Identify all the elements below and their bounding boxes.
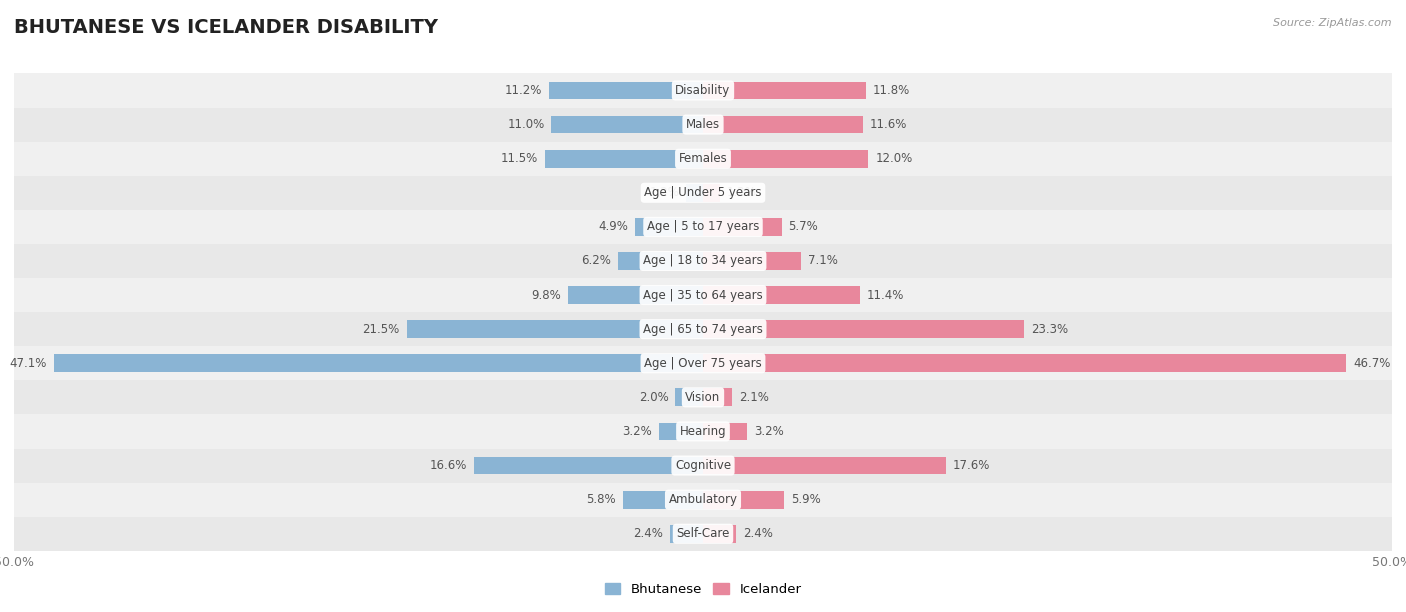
Bar <box>53 354 703 372</box>
Bar <box>703 150 869 168</box>
Text: 3.2%: 3.2% <box>754 425 783 438</box>
Bar <box>474 457 703 474</box>
Bar <box>14 176 1392 210</box>
Bar <box>703 525 737 543</box>
Text: 6.2%: 6.2% <box>581 255 610 267</box>
Bar <box>548 81 703 99</box>
Text: Disability: Disability <box>675 84 731 97</box>
Text: Age | 5 to 17 years: Age | 5 to 17 years <box>647 220 759 233</box>
Text: Age | Over 75 years: Age | Over 75 years <box>644 357 762 370</box>
Bar <box>14 449 1392 483</box>
Text: Age | 65 to 74 years: Age | 65 to 74 years <box>643 323 763 335</box>
Legend: Bhutanese, Icelander: Bhutanese, Icelander <box>599 578 807 602</box>
Text: 5.7%: 5.7% <box>789 220 818 233</box>
Text: 1.2%: 1.2% <box>650 186 679 200</box>
Bar <box>636 218 703 236</box>
Text: 17.6%: 17.6% <box>952 459 990 472</box>
Bar <box>14 346 1392 380</box>
Text: 21.5%: 21.5% <box>363 323 399 335</box>
Text: Age | 18 to 34 years: Age | 18 to 34 years <box>643 255 763 267</box>
Bar <box>14 517 1392 551</box>
Bar <box>544 150 703 168</box>
Bar <box>551 116 703 133</box>
Bar <box>14 73 1392 108</box>
Bar <box>14 483 1392 517</box>
Bar <box>703 457 945 474</box>
Text: 3.2%: 3.2% <box>623 425 652 438</box>
Bar <box>703 491 785 509</box>
Text: Females: Females <box>679 152 727 165</box>
Text: Self-Care: Self-Care <box>676 528 730 540</box>
Text: Ambulatory: Ambulatory <box>668 493 738 506</box>
Bar <box>568 286 703 304</box>
Bar <box>703 81 866 99</box>
Bar <box>703 184 720 201</box>
Text: 9.8%: 9.8% <box>531 289 561 302</box>
Bar <box>703 286 860 304</box>
Bar <box>14 278 1392 312</box>
Bar <box>14 210 1392 244</box>
Text: 16.6%: 16.6% <box>430 459 467 472</box>
Text: 12.0%: 12.0% <box>875 152 912 165</box>
Text: Age | Under 5 years: Age | Under 5 years <box>644 186 762 200</box>
Text: 5.9%: 5.9% <box>792 493 821 506</box>
Text: 4.9%: 4.9% <box>599 220 628 233</box>
Text: 11.5%: 11.5% <box>501 152 537 165</box>
Text: Hearing: Hearing <box>679 425 727 438</box>
Bar <box>623 491 703 509</box>
Bar <box>14 244 1392 278</box>
Bar <box>14 141 1392 176</box>
Text: 11.6%: 11.6% <box>870 118 907 131</box>
Text: 11.8%: 11.8% <box>873 84 910 97</box>
Text: Age | 35 to 64 years: Age | 35 to 64 years <box>643 289 763 302</box>
Text: 5.8%: 5.8% <box>586 493 616 506</box>
Bar <box>703 354 1347 372</box>
Text: 2.0%: 2.0% <box>638 391 669 404</box>
Text: Males: Males <box>686 118 720 131</box>
Bar <box>703 218 782 236</box>
Bar <box>14 312 1392 346</box>
Text: 7.1%: 7.1% <box>807 255 838 267</box>
Bar <box>703 252 801 270</box>
Bar <box>406 320 703 338</box>
Text: Source: ZipAtlas.com: Source: ZipAtlas.com <box>1274 18 1392 28</box>
Text: 11.4%: 11.4% <box>868 289 904 302</box>
Bar <box>686 184 703 201</box>
Text: 1.2%: 1.2% <box>727 186 756 200</box>
Text: 46.7%: 46.7% <box>1354 357 1391 370</box>
Bar <box>669 525 703 543</box>
Bar <box>14 108 1392 141</box>
Bar <box>703 389 733 406</box>
Text: BHUTANESE VS ICELANDER DISABILITY: BHUTANESE VS ICELANDER DISABILITY <box>14 18 439 37</box>
Bar <box>675 389 703 406</box>
Bar <box>703 116 863 133</box>
Text: 2.1%: 2.1% <box>738 391 769 404</box>
Text: 23.3%: 23.3% <box>1031 323 1069 335</box>
Text: Cognitive: Cognitive <box>675 459 731 472</box>
Text: 11.0%: 11.0% <box>508 118 544 131</box>
Bar <box>703 320 1024 338</box>
Bar <box>659 423 703 440</box>
Text: 11.2%: 11.2% <box>505 84 541 97</box>
Bar <box>703 423 747 440</box>
Bar <box>14 380 1392 414</box>
Bar <box>14 414 1392 449</box>
Text: 2.4%: 2.4% <box>742 528 773 540</box>
Text: 47.1%: 47.1% <box>10 357 48 370</box>
Text: Vision: Vision <box>685 391 721 404</box>
Text: 2.4%: 2.4% <box>633 528 664 540</box>
Bar <box>617 252 703 270</box>
